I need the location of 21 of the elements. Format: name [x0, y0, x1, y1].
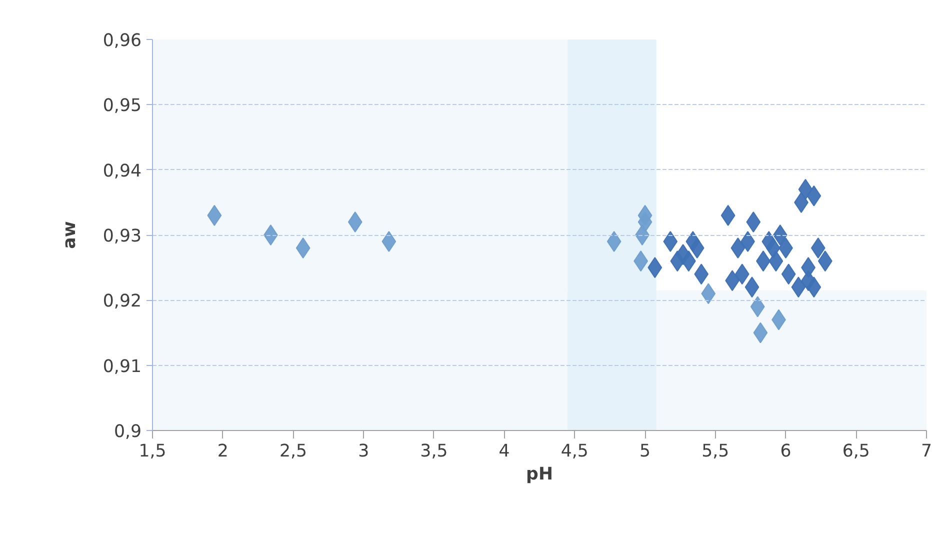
x-tick-label: 4,5: [560, 442, 588, 462]
x-tick-label: 3: [358, 442, 370, 462]
y-tick-label: 0,95: [102, 96, 142, 116]
y-tick-label: 0,93: [102, 226, 142, 246]
y-tick-label: 0,94: [102, 161, 142, 182]
x-tick-label: 1,5: [138, 442, 166, 462]
x-axis-title: pH: [526, 464, 553, 484]
y-tick-label: 0,96: [102, 31, 142, 51]
x-tick-label: 7: [920, 442, 932, 462]
y-tick-label: 0,92: [102, 292, 142, 312]
y-tick-label: 0,9: [114, 422, 142, 442]
y-tick-label: 0,91: [102, 356, 142, 377]
x-tick-label: 2: [217, 442, 228, 462]
x-tick-label: 6: [780, 442, 792, 462]
x-tick-label: 2,5: [279, 442, 308, 462]
x-tick-label: 3,5: [420, 442, 448, 462]
x-tick-label: 6,5: [842, 442, 870, 462]
x-tick-label: 4: [498, 442, 510, 462]
y-axis-title: aw: [60, 221, 80, 249]
x-tick-label: 5: [640, 442, 651, 462]
x-tick-label: 5,5: [702, 442, 730, 462]
